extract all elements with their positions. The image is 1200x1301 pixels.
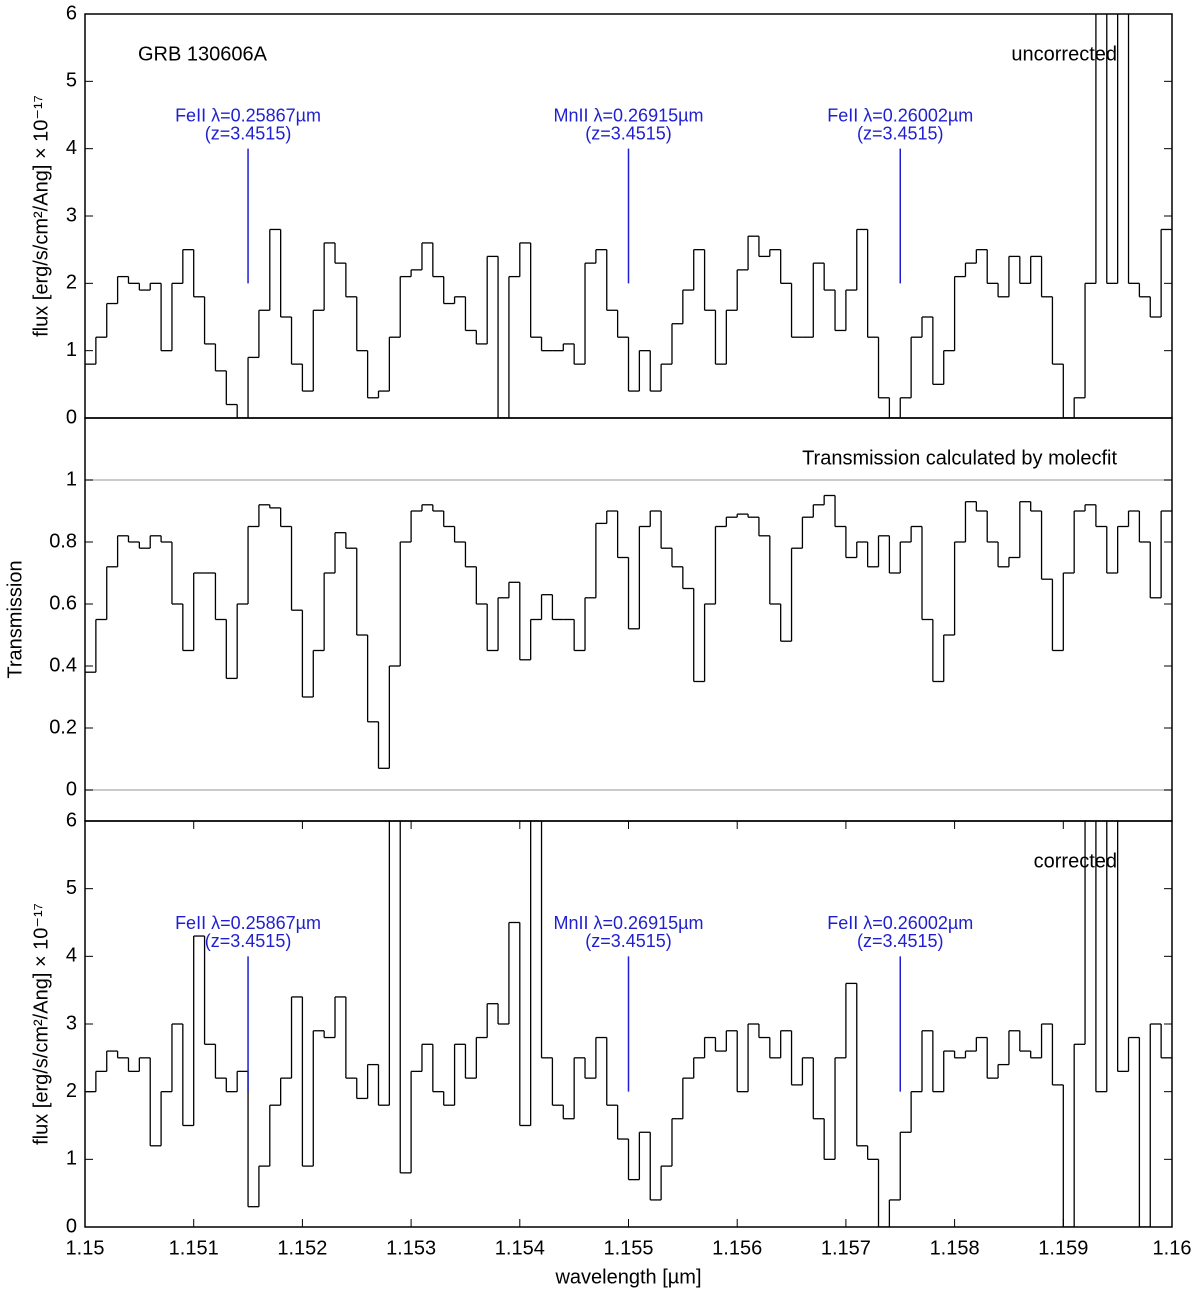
panel-label: GRB 130606A xyxy=(138,43,268,65)
annotation-sublabel: (z=3.4515) xyxy=(205,123,292,143)
y-tick-label: 3 xyxy=(66,1012,77,1034)
y-tick-label: 1 xyxy=(66,468,77,490)
y-tick-label: 1 xyxy=(66,1148,77,1170)
series xyxy=(85,494,1172,769)
x-tick-label: 1.155 xyxy=(603,1237,653,1259)
x-tick-label: 1.159 xyxy=(1038,1237,1088,1259)
panel: 0 0.2 0.4 0.6 0.8 1 Transmission Transmission c… xyxy=(4,417,1173,822)
x-tick-label: 1.157 xyxy=(821,1237,871,1259)
y-tick-label: 5 xyxy=(66,70,77,92)
x-tick-label: 1.158 xyxy=(930,1237,980,1259)
series xyxy=(85,821,1172,1227)
panel-label: corrected xyxy=(1034,850,1117,872)
y-tick-label: 0.6 xyxy=(49,592,77,614)
y-tick-label: 2 xyxy=(66,272,77,294)
y-axis-label: flux [erg/s/cm²/Ang] × 10⁻¹⁷ xyxy=(30,903,52,1145)
annotation-label: FeII λ=0.26002µm xyxy=(827,913,973,933)
annotation-label: FeII λ=0.26002µm xyxy=(827,105,973,125)
y-tick-label: 2 xyxy=(66,1080,77,1102)
panel: FeII λ=0.25867µm(z=3.4515)MnII λ=0.26915… xyxy=(30,2,1173,428)
y-tick-label: 0 xyxy=(66,1215,77,1237)
y-tick-label: 6 xyxy=(66,2,77,24)
x-tick-label: 1.15 xyxy=(66,1237,105,1259)
y-tick-label: 3 xyxy=(66,204,77,226)
annotation-label: FeII λ=0.25867µm xyxy=(175,913,321,933)
y-tick-label: 0 xyxy=(66,406,77,428)
y-axis-label: flux [erg/s/cm²/Ang] × 10⁻¹⁷ xyxy=(30,95,52,337)
x-tick-label: 1.156 xyxy=(712,1237,762,1259)
x-tick-label: 1.154 xyxy=(495,1237,545,1259)
annotation-sublabel: (z=3.4515) xyxy=(585,931,672,951)
annotation-sublabel: (z=3.4515) xyxy=(205,931,292,951)
x-axis-label: wavelength [µm] xyxy=(554,1266,701,1288)
annotation-label: MnII λ=0.26915µm xyxy=(554,913,704,933)
y-tick-label: 0.2 xyxy=(49,716,77,738)
y-tick-label: 6 xyxy=(66,809,77,831)
x-tick-label: 1.16 xyxy=(1153,1237,1192,1259)
series xyxy=(85,14,1172,418)
panel-label: Transmission calculated by molecfit xyxy=(802,447,1117,469)
y-tick-label: 1 xyxy=(66,339,77,361)
y-tick-label: 0 xyxy=(66,778,77,800)
annotation-label: FeII λ=0.25867µm xyxy=(175,105,321,125)
annotation-sublabel: (z=3.4515) xyxy=(585,123,672,143)
annotation-sublabel: (z=3.4515) xyxy=(857,123,944,143)
x-tick-label: 1.151 xyxy=(169,1237,219,1259)
y-tick-label: 4 xyxy=(66,137,77,159)
panel-label: uncorrected xyxy=(1011,43,1117,65)
annotation-sublabel: (z=3.4515) xyxy=(857,931,944,951)
y-tick-label: 0.4 xyxy=(49,654,77,676)
x-tick-label: 1.153 xyxy=(386,1237,436,1259)
annotation-label: MnII λ=0.26915µm xyxy=(554,105,704,125)
y-tick-label: 0.8 xyxy=(49,530,77,552)
x-tick-label: 1.152 xyxy=(277,1237,327,1259)
y-tick-label: 5 xyxy=(66,877,77,899)
y-tick-label: 4 xyxy=(66,945,77,967)
y-axis-label: Transmission xyxy=(4,560,26,678)
panel: FeII λ=0.25867µm(z=3.4515)MnII λ=0.26915… xyxy=(30,809,1192,1288)
